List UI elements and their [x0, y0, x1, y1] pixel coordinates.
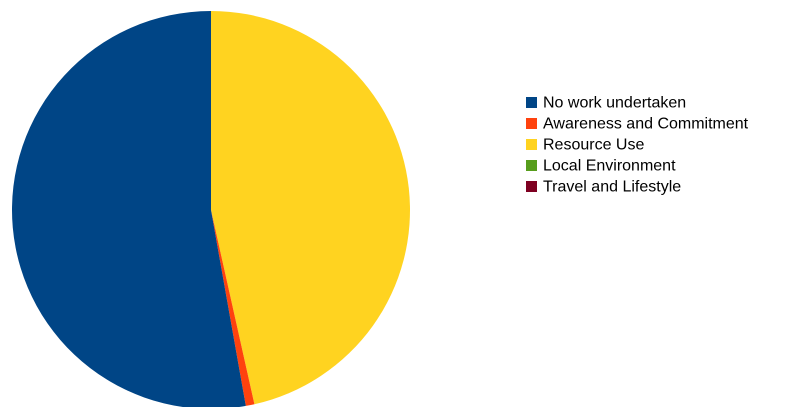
pie-slice-no-work-undertaken [11, 11, 246, 407]
legend-swatch-no-work-undertaken [526, 97, 537, 108]
pie-slice-resource-use [211, 11, 410, 405]
pie-slice-awareness-and-commitment [211, 210, 255, 406]
legend-label-local-environment: Local Environment [543, 158, 676, 175]
legend-label-awareness-and-commitment: Awareness and Commitment [543, 116, 749, 133]
legend-label-travel-and-lifestyle: Travel and Lifestyle [543, 179, 681, 196]
pie-slices [11, 11, 410, 407]
legend-swatch-resource-use [526, 139, 537, 150]
legend-swatch-local-environment [526, 160, 537, 171]
legend-swatch-awareness-and-commitment [526, 118, 537, 129]
chart-legend: No work undertaken Awareness and Commitme… [526, 95, 749, 196]
legend-swatch-travel-and-lifestyle [526, 181, 537, 192]
legend-label-no-work-undertaken: No work undertaken [543, 95, 686, 112]
legend-label-resource-use: Resource Use [543, 137, 644, 154]
